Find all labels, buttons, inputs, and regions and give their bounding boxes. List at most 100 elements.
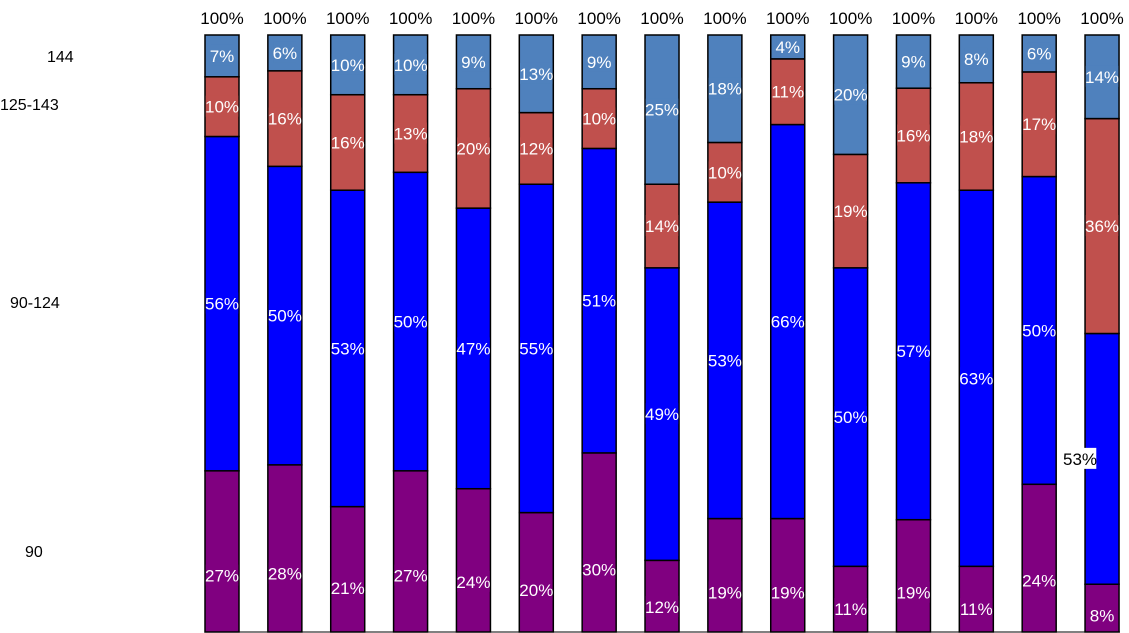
data-label-bg — [645, 595, 679, 617]
data-label-bg — [897, 124, 930, 146]
data-label-bg — [394, 310, 427, 332]
data-label: 30% — [582, 560, 616, 579]
data-label-bg — [834, 406, 867, 428]
data-label-bg — [461, 50, 485, 72]
data-label: 50% — [268, 307, 302, 326]
data-label-bg — [587, 50, 611, 72]
data-label-bg — [394, 564, 427, 586]
data-label: 10% — [708, 163, 742, 182]
data-label: 19% — [771, 583, 805, 602]
data-label: 19% — [896, 584, 930, 603]
data-label-bg — [708, 581, 742, 603]
data-label: 12% — [519, 139, 553, 158]
data-label-bg — [708, 161, 742, 183]
data-label-bg — [520, 137, 553, 159]
data-label: 10% — [582, 110, 616, 129]
data-label: 8% — [964, 50, 989, 69]
data-label: 50% — [394, 313, 428, 332]
bars-group: 27% 56% 10% 7% 28% 50% 16% 6% 21% 53% 16% 10% 27% 50%… — [204, 34, 1120, 633]
total-label: 100% — [1017, 9, 1060, 28]
data-label-bg — [645, 215, 679, 237]
bar-segment — [204, 470, 240, 633]
data-label-bg — [273, 41, 297, 63]
data-label: 17% — [1022, 115, 1056, 134]
data-label-bg — [331, 131, 364, 153]
data-label: 11% — [771, 83, 804, 102]
data-label: 19% — [708, 583, 742, 602]
legend-label-90: 90 — [25, 544, 43, 561]
data-label-bg — [1022, 319, 1056, 341]
data-label-bg — [960, 367, 993, 389]
data-label: 16% — [268, 110, 302, 129]
data-label: 14% — [1085, 68, 1119, 87]
data-label: 8% — [1090, 606, 1115, 625]
data-label: 9% — [901, 53, 926, 72]
data-label-bg — [834, 83, 867, 105]
data-label: 36% — [1085, 217, 1119, 236]
data-label: 12% — [645, 598, 679, 617]
data-label-bg — [708, 349, 742, 371]
data-label: 7% — [210, 47, 235, 66]
data-label-bg — [1022, 113, 1056, 135]
bar-segment — [267, 464, 303, 633]
data-label: 24% — [1022, 571, 1056, 590]
data-label: 4% — [775, 38, 800, 57]
data-label-bg — [331, 53, 364, 75]
bar-segment — [1021, 483, 1057, 633]
data-label-bg — [205, 95, 239, 117]
data-label: 10% — [394, 56, 428, 75]
data-label: 50% — [1022, 321, 1056, 340]
bar-segment — [769, 517, 806, 633]
data-label-bg — [331, 577, 364, 599]
data-label-bg — [897, 340, 930, 362]
data-label-bg — [1085, 65, 1119, 87]
data-label-bg — [960, 598, 993, 620]
data-label-bg — [520, 579, 553, 601]
data-label-bg — [1022, 569, 1056, 591]
data-label-bg — [1085, 215, 1119, 237]
data-label-bg — [205, 564, 239, 586]
data-label: 28% — [268, 564, 302, 583]
total-label: 100% — [515, 9, 558, 28]
data-label-bg — [771, 80, 804, 102]
data-label: 13% — [394, 125, 428, 144]
data-label: 9% — [587, 53, 612, 72]
data-label-bg — [582, 289, 616, 311]
data-label: 16% — [896, 126, 930, 145]
data-label: 56% — [205, 295, 239, 314]
data-label: 11% — [834, 600, 867, 619]
legend-label-144: 144 — [47, 49, 74, 66]
data-label: 63% — [959, 369, 993, 388]
data-label: 50% — [834, 408, 868, 427]
data-label-bg — [1063, 447, 1097, 469]
data-label-bg — [964, 47, 988, 69]
bar-segment — [518, 511, 555, 633]
data-label: 25% — [645, 101, 679, 120]
data-label-bg — [960, 125, 993, 147]
data-label-bg — [205, 292, 239, 314]
data-label-bg — [520, 337, 553, 359]
total-label: 100% — [326, 9, 369, 28]
data-label: 66% — [771, 313, 805, 332]
data-label-bg — [834, 598, 867, 620]
bar-segment — [455, 487, 492, 633]
data-label-bg — [771, 310, 804, 332]
data-label-bg — [708, 77, 742, 99]
data-label: 27% — [205, 567, 239, 586]
total-label: 100% — [640, 9, 683, 28]
bar-segment — [895, 518, 932, 633]
legend-label-90-124: 90-124 — [10, 295, 60, 312]
total-label: 100% — [703, 9, 746, 28]
data-label-bg — [1027, 42, 1051, 64]
data-label-bg — [776, 35, 800, 57]
total-label: 100% — [1080, 9, 1123, 28]
data-label: 11% — [960, 600, 993, 619]
data-label-bg — [394, 122, 427, 144]
data-label: 53% — [331, 339, 365, 358]
data-label-bg — [771, 581, 804, 603]
data-label: 10% — [331, 56, 365, 75]
legend-label-125-143: 125-143 — [0, 97, 59, 114]
data-label: 6% — [273, 44, 298, 63]
data-label-bg — [268, 107, 302, 129]
data-label: 10% — [205, 98, 239, 117]
